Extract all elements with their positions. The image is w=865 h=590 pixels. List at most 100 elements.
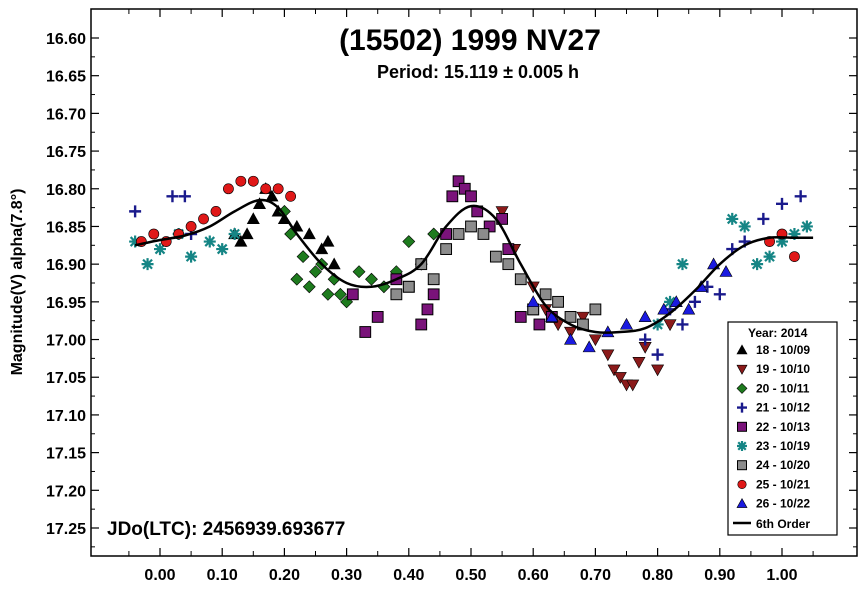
data-point — [427, 288, 440, 301]
data-point — [632, 357, 646, 369]
data-point — [198, 213, 209, 225]
data-point — [327, 257, 341, 270]
x-axis: 0.00 0.10 0.20 0.30 0.40 0.50 0.60 0.70 0.80 0.90… — [128, 9, 814, 584]
legend-marker — [737, 441, 747, 451]
data-point — [588, 334, 602, 347]
x-tick-label: 0.80 — [642, 567, 673, 584]
y-axis-label: Magnitude(V) alpha(7.8°) — [9, 189, 26, 376]
data-point — [235, 175, 247, 187]
data-point — [539, 288, 552, 301]
data-point — [185, 221, 197, 232]
y-tick-label: 17.00 — [46, 333, 86, 350]
data-point — [776, 197, 788, 210]
data-point — [141, 258, 154, 271]
data-point — [738, 220, 751, 233]
data-point — [352, 265, 366, 279]
data-point — [446, 190, 459, 203]
data-point — [576, 311, 590, 324]
data-point — [178, 190, 191, 203]
data-point — [788, 228, 801, 240]
x-tick-label: 0.10 — [207, 567, 238, 584]
data-point — [216, 243, 229, 256]
data-point — [402, 235, 416, 248]
data-point — [129, 235, 142, 248]
data-point — [613, 372, 627, 384]
legend-marker — [737, 479, 747, 489]
data-point — [763, 250, 776, 263]
data-point — [789, 251, 800, 263]
data-point — [253, 197, 267, 209]
legend-title: Year: 2014 — [748, 326, 808, 340]
x-tick-label: 0.90 — [704, 567, 735, 584]
y-tick-label: 16.90 — [46, 257, 86, 274]
y-tick-label: 17.05 — [46, 370, 86, 387]
legend-item-label: 19 - 10/10 — [756, 362, 810, 376]
data-point — [333, 287, 347, 301]
data-point — [321, 234, 335, 247]
data-point — [302, 227, 316, 240]
data-point — [315, 242, 329, 255]
data-point — [290, 272, 304, 286]
data-point — [458, 182, 471, 195]
data-point — [371, 311, 384, 323]
data-point — [402, 280, 415, 293]
data-point — [676, 258, 689, 271]
data-point — [234, 234, 248, 247]
legend-marker — [737, 460, 747, 471]
data-point — [552, 295, 564, 308]
x-tick-label: 0.40 — [393, 567, 424, 584]
legend-item-label: 20 - 10/11 — [756, 381, 810, 395]
data-point — [415, 318, 428, 331]
data-point — [526, 295, 540, 307]
data-point — [713, 288, 726, 301]
legend-marker — [736, 344, 748, 355]
data-point — [502, 258, 515, 271]
data-point — [260, 183, 272, 195]
data-point — [390, 288, 403, 301]
legend-marker — [736, 497, 748, 508]
data-point — [265, 189, 279, 202]
legend-marker — [736, 382, 748, 394]
data-point — [626, 379, 640, 392]
data-point — [452, 228, 465, 240]
epoch-label: JDo(LTC): 2456939.693677 — [107, 519, 345, 540]
x-tick-label: 0.20 — [269, 567, 300, 584]
data-point — [776, 235, 788, 248]
legend: Year: 2014 18 - 10/09 19 - 10/10 20 - 10/1… — [727, 321, 838, 536]
y-tick-label: 17.15 — [46, 446, 86, 463]
legend-items: 18 - 10/09 19 - 10/10 20 - 10/11 21 - 10/12… — [736, 343, 810, 511]
x-tick-label: 1.00 — [766, 567, 797, 584]
y-tick-label: 16.75 — [46, 144, 86, 161]
x-tick-label: 0.60 — [518, 567, 549, 584]
data-point — [651, 364, 665, 377]
data-point — [638, 310, 652, 323]
data-point — [223, 183, 234, 195]
legend-marker — [736, 364, 748, 375]
y-tick-label: 17.25 — [46, 521, 86, 538]
chart-title: (15502) 1999 NV27 — [339, 24, 601, 57]
data-point — [619, 317, 634, 330]
data-point — [203, 235, 216, 248]
data-point — [726, 212, 739, 225]
data-point — [240, 227, 254, 240]
data-point — [321, 287, 335, 301]
data-point — [514, 273, 527, 286]
data-point — [154, 243, 166, 256]
data-point — [657, 302, 671, 315]
data-point — [751, 258, 764, 271]
x-tick-label: 0.50 — [455, 567, 486, 584]
legend-marker — [737, 421, 747, 432]
data-point — [794, 190, 807, 203]
data-point — [676, 318, 689, 331]
data-point — [639, 333, 652, 346]
data-point — [365, 272, 378, 286]
y-tick-label: 16.60 — [46, 31, 86, 48]
data-point — [682, 302, 696, 315]
x-tick-label: 0.30 — [331, 567, 362, 584]
data-point — [285, 190, 297, 202]
data-point — [688, 295, 701, 308]
data-point — [607, 364, 621, 377]
data-point — [564, 332, 578, 345]
legend-item-label: 24 - 10/20 — [756, 458, 810, 472]
